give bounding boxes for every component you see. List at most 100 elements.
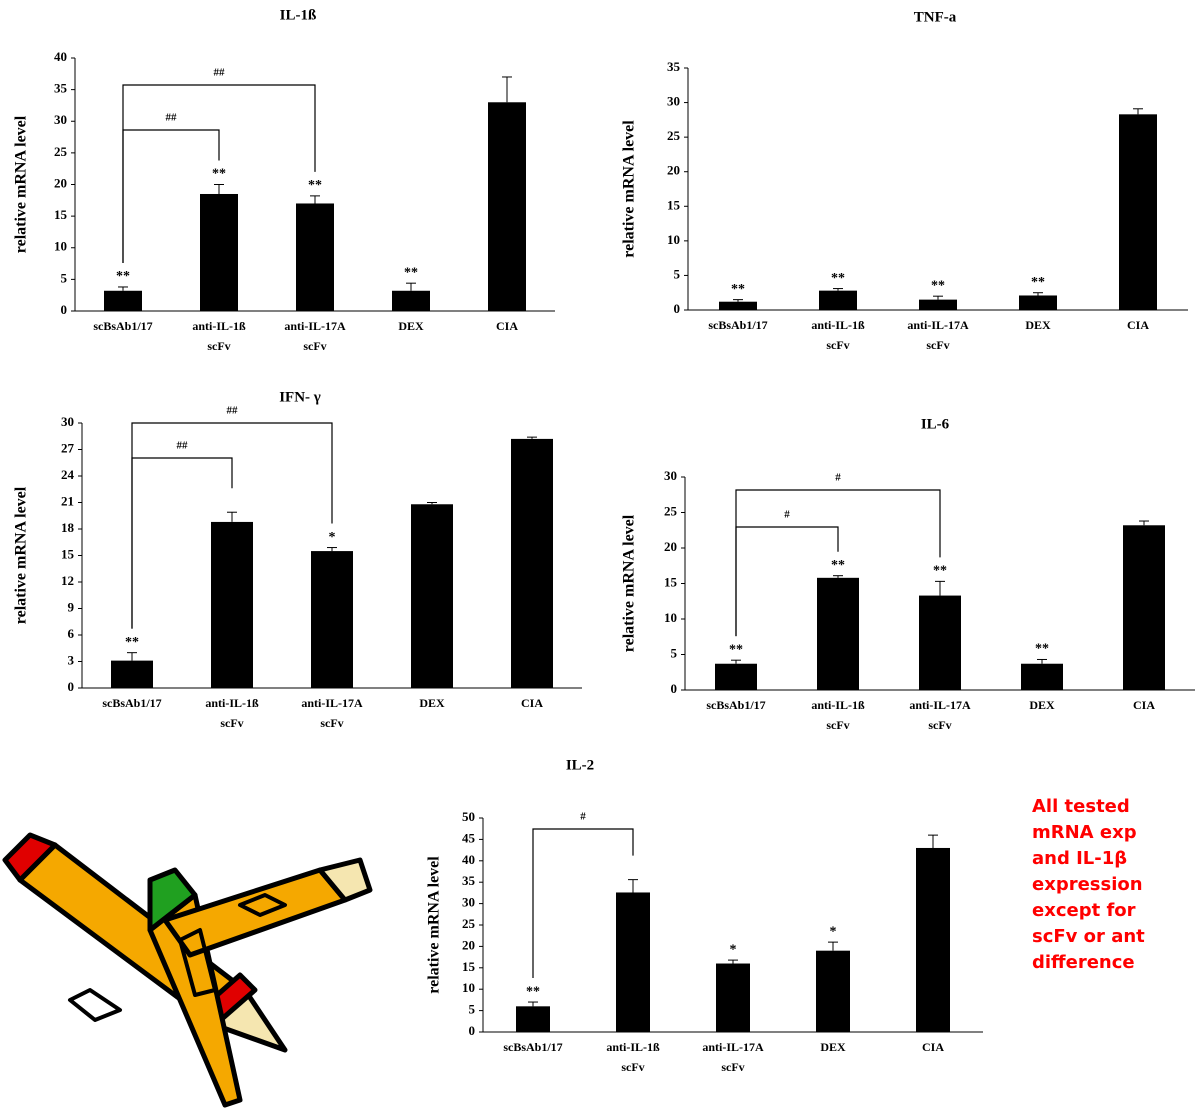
- x-tick-label: DEX: [1029, 698, 1055, 712]
- annotation-line: except for: [1032, 900, 1136, 921]
- y-axis-label: relative mRNA level: [13, 486, 30, 624]
- y-tick-label: 40: [54, 49, 67, 64]
- bar: [392, 291, 430, 311]
- x-tick-label: DEX: [820, 1040, 846, 1054]
- bar: [1019, 295, 1057, 310]
- bar: [716, 964, 750, 1032]
- y-tick-label: 10: [664, 610, 677, 625]
- bar: [516, 1006, 550, 1032]
- y-tick-label: 10: [54, 239, 67, 254]
- slide: All testedmRNA expand IL-1βexpressionexc…: [0, 0, 1199, 1118]
- bar: [919, 300, 957, 310]
- y-tick-label: 25: [54, 144, 68, 159]
- x-tick-label: scFv: [721, 1060, 744, 1074]
- annotation-line: and IL-1β: [1032, 848, 1127, 869]
- x-tick-label: scBsAb1/17: [503, 1040, 562, 1054]
- x-tick-label: anti-IL-1ß: [205, 696, 259, 710]
- y-tick-label: 3: [68, 652, 75, 667]
- bar: [819, 291, 857, 310]
- y-axis-label: relative mRNA level: [621, 120, 638, 258]
- x-tick-label: DEX: [398, 319, 424, 333]
- significance-label: **: [526, 984, 540, 999]
- chart-title: IL-1ß: [280, 7, 317, 23]
- chart-title: IL-6: [921, 416, 950, 432]
- chart-title: IL-2: [566, 757, 594, 773]
- bracket-label: #: [784, 509, 790, 521]
- y-tick-label: 40: [462, 852, 475, 867]
- x-tick-label: anti-IL-1ß: [192, 319, 246, 333]
- y-tick-label: 15: [54, 207, 68, 222]
- significance-label: **: [308, 178, 322, 193]
- y-tick-label: 15: [462, 959, 476, 974]
- bracket-label: ##: [214, 67, 226, 79]
- bar: [919, 596, 961, 690]
- y-tick-label: 6: [68, 626, 75, 641]
- y-tick-label: 20: [462, 937, 475, 952]
- y-tick-label: 0: [671, 681, 678, 696]
- y-tick-label: 15: [61, 546, 75, 561]
- y-tick-label: 50: [462, 809, 475, 824]
- significance-label: **: [729, 642, 743, 657]
- bar: [200, 194, 238, 311]
- significance-label: **: [731, 282, 745, 297]
- significance-label: **: [831, 558, 845, 573]
- y-axis-label: relative mRNA level: [13, 115, 30, 253]
- x-tick-label: scFv: [320, 716, 343, 730]
- y-tick-label: 30: [462, 895, 475, 910]
- significance-label: *: [329, 530, 336, 545]
- bar: [511, 439, 553, 688]
- x-tick-label: CIA: [922, 1040, 944, 1054]
- x-tick-label: scBsAb1/17: [706, 698, 765, 712]
- y-tick-label: 5: [674, 266, 681, 281]
- x-tick-label: scBsAb1/17: [708, 318, 767, 332]
- pencils-clipart: [5, 835, 370, 1105]
- annotation-line: difference: [1032, 952, 1135, 973]
- bar: [111, 661, 153, 688]
- x-tick-label: DEX: [1025, 318, 1051, 332]
- y-tick-label: 5: [61, 270, 68, 285]
- x-tick-label: CIA: [1133, 698, 1155, 712]
- significance-label: **: [116, 269, 130, 284]
- bar: [916, 848, 950, 1032]
- bracket-label: #: [580, 811, 586, 823]
- y-tick-label: 12: [61, 573, 74, 588]
- annotation-line: expression: [1032, 874, 1143, 895]
- x-tick-label: CIA: [496, 319, 518, 333]
- bar: [715, 664, 757, 690]
- bar: [104, 291, 142, 311]
- x-tick-label: CIA: [1127, 318, 1149, 332]
- bar: [719, 302, 757, 310]
- y-tick-label: 30: [54, 112, 67, 127]
- y-tick-label: 5: [469, 1002, 476, 1017]
- x-tick-label: anti-IL-17A: [301, 696, 363, 710]
- x-tick-label: scFv: [621, 1060, 644, 1074]
- significance-label: **: [1035, 642, 1049, 657]
- x-tick-label: scFv: [826, 718, 849, 732]
- x-tick-label: anti-IL-17A: [909, 698, 971, 712]
- chart-title: IFN- γ: [279, 389, 321, 405]
- bar: [817, 578, 859, 690]
- annotation-line: scFv or ant: [1032, 926, 1145, 947]
- significance-label: **: [404, 265, 418, 280]
- y-tick-label: 30: [667, 94, 680, 109]
- bar: [1119, 114, 1157, 310]
- y-tick-label: 45: [462, 830, 476, 845]
- x-tick-label: CIA: [521, 696, 543, 710]
- x-tick-label: scBsAb1/17: [93, 319, 152, 333]
- x-tick-label: scFv: [826, 338, 849, 352]
- y-tick-label: 35: [54, 81, 68, 96]
- y-tick-label: 25: [462, 916, 476, 931]
- y-tick-label: 18: [61, 520, 75, 535]
- bar: [1021, 664, 1063, 690]
- y-tick-label: 30: [61, 414, 74, 429]
- y-tick-label: 15: [667, 197, 681, 212]
- bracket-label: ##: [227, 405, 239, 417]
- bar: [616, 892, 650, 1032]
- y-tick-label: 15: [664, 574, 678, 589]
- y-tick-label: 21: [61, 493, 74, 508]
- significance-label: *: [730, 942, 737, 957]
- y-tick-label: 0: [68, 679, 75, 694]
- y-tick-label: 9: [68, 599, 75, 614]
- x-tick-label: scFv: [928, 718, 951, 732]
